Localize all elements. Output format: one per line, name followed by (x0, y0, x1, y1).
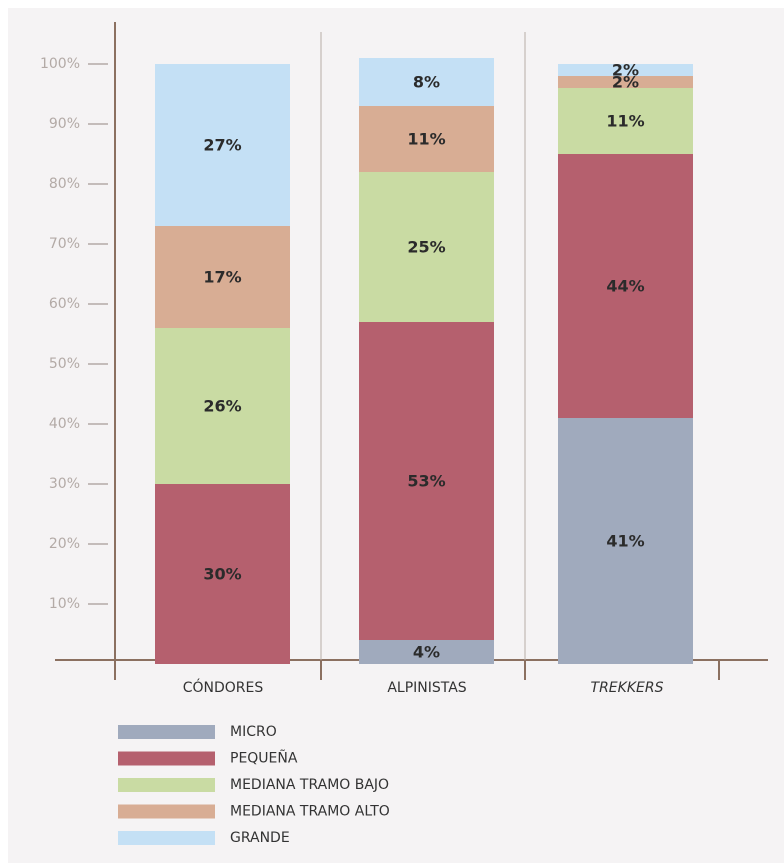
bar-segment (359, 106, 494, 172)
value-label: 11% (606, 112, 644, 131)
legend-swatch (118, 725, 215, 739)
legend-swatch (118, 751, 215, 766)
x-tick-label: CÓNDORES (183, 678, 264, 696)
y-tick-label: 90% (49, 116, 80, 132)
value-label: 8% (413, 73, 440, 92)
value-label: 2% (612, 61, 639, 80)
legend-label: MEDIANA TRAMO BAJO (230, 777, 389, 793)
value-label: 4% (413, 643, 440, 662)
value-label: 2% (612, 73, 639, 92)
legend-label: MICRO (230, 724, 277, 740)
bar-segment (155, 226, 290, 328)
y-tick-label: 30% (49, 476, 80, 492)
x-tick-label: TREKKERS (591, 680, 664, 696)
y-tick-label: 40% (49, 416, 80, 432)
y-tick-label: 70% (49, 236, 80, 252)
bar-segment (558, 76, 693, 88)
bar-segment (155, 328, 290, 484)
bar-segment (359, 322, 494, 640)
value-label: 25% (407, 238, 445, 257)
y-tick-label: 20% (49, 536, 80, 552)
y-tick-label: 100% (40, 56, 80, 72)
value-label: 44% (606, 277, 644, 296)
bar-segment (558, 154, 693, 418)
y-tick-label: 10% (49, 596, 80, 612)
legend-label: MEDIANA TRAMO ALTO (230, 804, 390, 820)
bar-segment (558, 88, 693, 154)
bar-segment (359, 172, 494, 322)
bar-segment (155, 484, 290, 664)
bar-segment (558, 418, 693, 664)
value-label: 26% (203, 397, 241, 416)
legend-label: GRANDE (230, 830, 290, 846)
y-tick-label: 60% (49, 296, 80, 312)
legend-label: PEQUEÑA (230, 750, 298, 767)
bar-segment (155, 64, 290, 226)
value-label: 30% (203, 565, 241, 584)
y-tick-label: 50% (49, 356, 80, 372)
legend-swatch (118, 778, 215, 792)
legend-swatch (118, 804, 215, 819)
value-label: 27% (203, 136, 241, 155)
value-label: 53% (407, 472, 445, 491)
value-label: 41% (606, 532, 644, 551)
bar-segment (558, 64, 693, 76)
value-label: 17% (203, 268, 241, 287)
bar-segment (359, 58, 494, 106)
bar-segment (359, 640, 494, 664)
value-label: 11% (407, 130, 445, 149)
x-tick-label: ALPINISTAS (387, 680, 466, 696)
y-tick-label: 80% (49, 176, 80, 192)
legend-swatch (118, 831, 215, 845)
